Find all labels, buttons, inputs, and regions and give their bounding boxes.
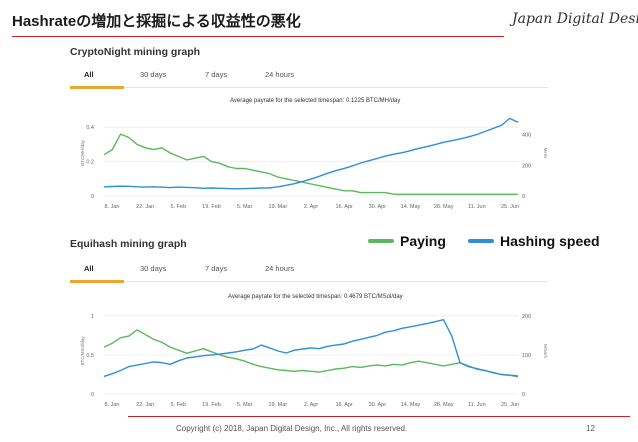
x-tick-label: 22. Jan xyxy=(136,402,154,408)
y-left-tick-label: 0.5 xyxy=(86,353,94,359)
copyright-text: Copyright (c) 2018, Japan Digital Design… xyxy=(176,424,408,433)
panel-title-cryptonight: CryptoNight mining graph xyxy=(70,46,201,58)
legend-swatch-hashing xyxy=(468,239,494,243)
x-tick-label: 11. Jun xyxy=(468,204,486,210)
paying-line xyxy=(103,329,519,378)
x-tick-label: 2. Apr xyxy=(304,204,319,210)
hashing-speed-line xyxy=(103,117,519,190)
paying-line xyxy=(103,133,518,196)
active-tab-indicator xyxy=(70,86,124,89)
tab-30-days[interactable]: 30 days xyxy=(140,70,167,79)
legend-label-hashing: Hashing speed xyxy=(500,233,600,249)
hashing-speed-line xyxy=(103,319,519,378)
x-tick-label: 5. Mar xyxy=(237,402,253,408)
x-tick-label: 28. May xyxy=(434,204,454,210)
x-tick-label: 28. May xyxy=(434,402,454,408)
brand-logo: Japan Digital Design xyxy=(512,11,638,27)
tabs-equihash: All 30 days 7 days 24 hours xyxy=(70,260,548,283)
legend-swatch-paying xyxy=(368,239,394,243)
x-tick-label: 5. Feb xyxy=(171,402,187,408)
legend-label-paying: Paying xyxy=(400,233,446,249)
y-right-tick-label: 100 xyxy=(522,353,531,359)
tab-7-days[interactable]: 7 days xyxy=(205,70,228,79)
y-left-axis-title: BTC/MH/day xyxy=(80,139,85,166)
footer-divider xyxy=(128,416,630,417)
y-right-tick-label: 400 xyxy=(522,133,531,139)
slide-title: Hashrateの増加と採掘による収益性の悪化 xyxy=(12,13,301,30)
x-tick-label: 16. Apr xyxy=(335,402,353,408)
payrate-cryptonight: Average payrate for the selected timespa… xyxy=(230,98,401,104)
x-tick-label: 19. Mar xyxy=(269,204,288,210)
x-tick-label: 25. Jun xyxy=(501,402,519,408)
y-right-tick-label: 0 xyxy=(522,194,525,200)
x-tick-label: 22. Jan xyxy=(136,204,154,210)
y-right-tick-label: 200 xyxy=(522,314,531,320)
y-left-axis-title: BTC/MSol/day xyxy=(80,336,85,366)
legend: Paying Hashing speed xyxy=(368,232,618,250)
tab-7-days[interactable]: 7 days xyxy=(205,264,228,273)
payrate-equihash: Average payrate for the selected timespa… xyxy=(228,294,403,300)
x-tick-label: 16. Apr xyxy=(335,204,353,210)
tab-30-days[interactable]: 30 days xyxy=(140,264,167,273)
y-right-tick-label: 200 xyxy=(522,163,531,169)
page-number: 12 xyxy=(586,424,595,433)
tabs-cryptonight: All 30 days 7 days 24 hours xyxy=(70,66,548,89)
x-tick-label: 11. Jun xyxy=(468,402,486,408)
x-tick-label: 19. Mar xyxy=(269,402,288,408)
y-right-tick-label: 0 xyxy=(522,392,525,398)
y-right-axis-title: MSol/s xyxy=(543,344,548,359)
tab-24-hours[interactable]: 24 hours xyxy=(265,70,295,79)
title-divider xyxy=(12,36,504,37)
x-tick-label: 8. Jan xyxy=(105,204,120,210)
y-left-tick-label: 0.2 xyxy=(86,160,94,166)
x-tick-label: 19. Feb xyxy=(202,204,221,210)
cryptonight-chart: 0 0.2 0.4 0 200 400 BTC/MH/day MH/s 8. Jan 22. Ja… xyxy=(80,117,548,210)
x-tick-label: 30. Apr xyxy=(369,402,387,408)
x-tick-label: 5. Feb xyxy=(171,204,187,210)
y-left-tick-label: 0.4 xyxy=(86,125,94,131)
tab-all[interactable]: All xyxy=(84,264,94,273)
tab-24-hours[interactable]: 24 hours xyxy=(265,264,295,273)
y-left-tick-label: 1 xyxy=(91,314,94,320)
y-left-tick-label: 0 xyxy=(91,194,94,200)
x-tick-label: 19. Feb xyxy=(202,402,221,408)
y-left-tick-label: 0 xyxy=(91,392,94,398)
x-tick-label: 2. Apr xyxy=(304,402,319,408)
x-tick-label: 8. Jan xyxy=(105,402,120,408)
legend-item-hashing: Hashing speed xyxy=(468,232,600,250)
x-tick-label: 14. May xyxy=(401,402,421,408)
panel-title-equihash: Equihash mining graph xyxy=(70,238,187,250)
x-tick-label: 5. Mar xyxy=(237,204,253,210)
x-tick-label: 30. Apr xyxy=(369,204,387,210)
active-tab-indicator xyxy=(70,280,124,283)
x-tick-label: 14. May xyxy=(401,204,421,210)
equihash-chart: 0 0.5 1 0 100 200 BTC/MSol/day MSol/s 8. Jan 22. … xyxy=(80,314,548,408)
x-tick-label: 25. Jun xyxy=(501,204,519,210)
tab-all[interactable]: All xyxy=(84,70,94,79)
y-right-axis-title: MH/s xyxy=(543,148,548,159)
legend-item-paying: Paying xyxy=(368,232,446,250)
